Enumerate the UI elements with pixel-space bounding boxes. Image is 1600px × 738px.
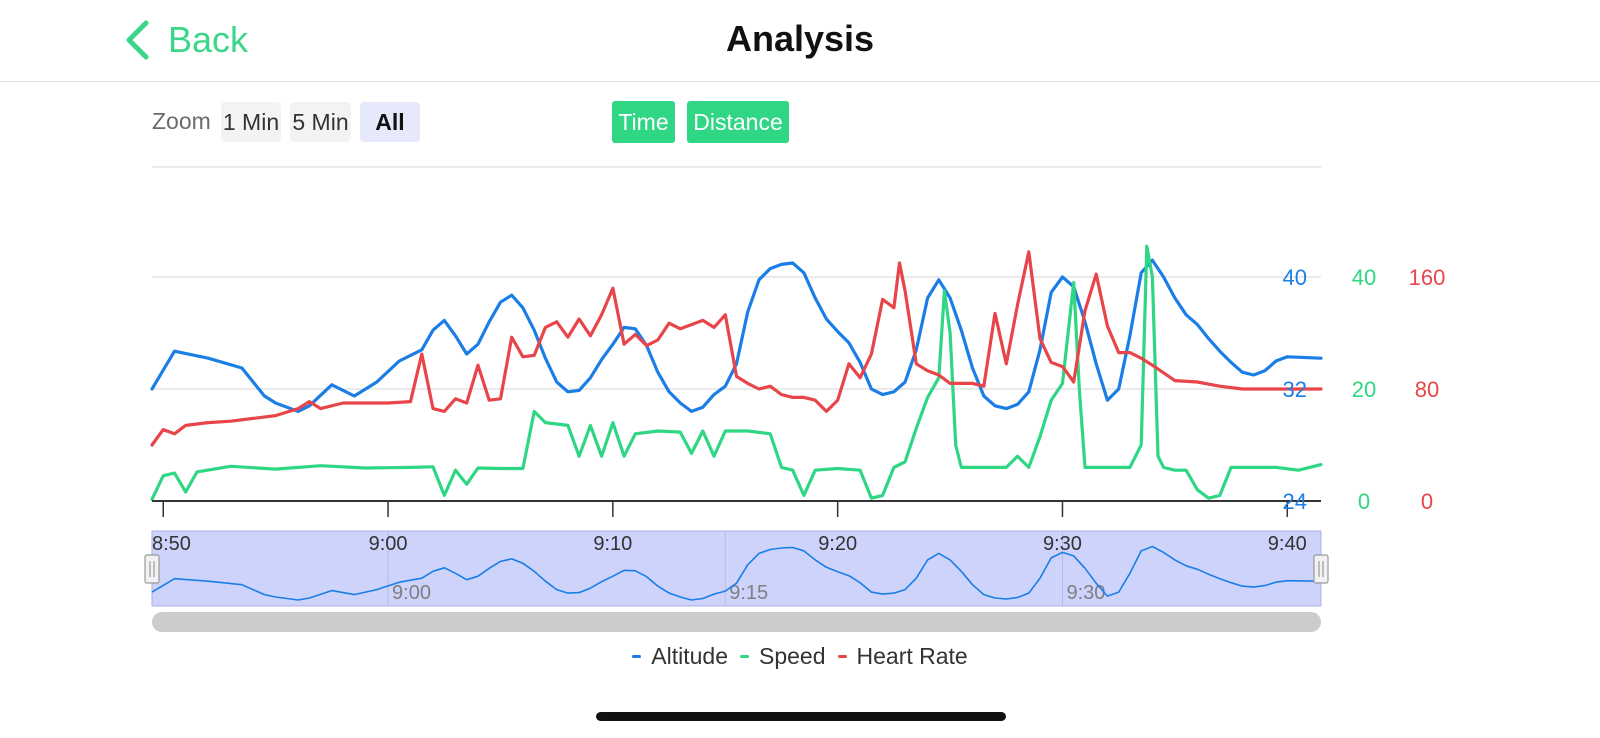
y-tick-label: 20 (1352, 377, 1376, 402)
legend-marker-heart-rate (837, 655, 847, 658)
x-tick-label: 9:20 (818, 533, 857, 555)
x-axis (152, 500, 1321, 517)
series-line-altitude (150, 258, 1323, 413)
legend-item-altitude[interactable]: Altitude (632, 643, 728, 670)
back-label: Back (168, 19, 249, 60)
chevron-left-icon (126, 20, 149, 60)
x-tick-label: 9:40 (1268, 533, 1307, 555)
y-tick-label: 0 (1358, 489, 1370, 514)
handle-grip (1313, 554, 1329, 584)
navigator-scrollbar[interactable] (152, 612, 1321, 632)
series-line-speed (150, 244, 1323, 501)
legend-marker-speed (739, 655, 749, 658)
navigator-tick-label: 9:00 (392, 582, 431, 604)
x-tick-label: 8:50 (152, 533, 191, 555)
legend-item-speed[interactable]: Speed (739, 643, 826, 670)
x-tick-label: 9:00 (369, 533, 408, 555)
chart-grid (152, 166, 1321, 390)
handle-grip (144, 554, 160, 584)
zoom-label: Zoom (152, 108, 211, 134)
navigator-tick-label: 9:30 (1066, 582, 1105, 604)
distance-axis-button[interactable]: Distance (687, 101, 789, 143)
y-tick-label: 24 (1283, 489, 1307, 514)
legend-label-altitude: Altitude (651, 643, 728, 669)
y-tick-label: 80 (1415, 377, 1439, 402)
y-tick-label: 160 (1409, 265, 1446, 290)
y-tick-label: 40 (1283, 265, 1307, 290)
navigation-bar: Back Analysis (0, 0, 1600, 82)
legend-marker-altitude (632, 655, 642, 658)
legend-item-heart-rate[interactable]: Heart Rate (837, 643, 968, 670)
navigator-altitude-line (151, 545, 1322, 601)
y-tick-label: 40 (1352, 265, 1376, 290)
home-indicator (596, 712, 1006, 721)
zoom-all-button[interactable]: All (360, 102, 420, 142)
series-lines (150, 244, 1323, 501)
range-navigator: 9:00 9:15 9:30 8:50 9:00 9:10 9:20 9:30 9:40 (144, 530, 1329, 607)
back-button[interactable]: Back (124, 16, 248, 64)
zoom-1min-button[interactable]: 1 Min (221, 102, 281, 142)
y-tick-label: 32 (1283, 377, 1307, 402)
legend-label-heart-rate: Heart Rate (856, 643, 968, 669)
x-tick-label: 9:30 (1043, 533, 1082, 555)
series-line-heart-rate (150, 250, 1323, 447)
zoom-5min-button[interactable]: 5 Min (290, 102, 351, 142)
navigator-left-handle[interactable] (144, 554, 160, 584)
time-axis-button[interactable]: Time (612, 101, 675, 143)
x-tick-label: 9:10 (593, 533, 632, 555)
legend-label-speed: Speed (758, 643, 826, 669)
page-title: Analysis (725, 18, 875, 59)
navigator-tick-label: 9:15 (729, 582, 768, 604)
chart-legend: Altitude Speed Heart Rate (0, 643, 1600, 670)
analysis-chart: 24 32 40 0 20 40 0 80 160 9:00 9:15 9:30 8:50 9:00 9:1… (144, 166, 1446, 632)
navigator-right-handle[interactable] (1313, 554, 1329, 584)
y-axis-labels: 24 32 40 0 20 40 0 80 160 (1283, 265, 1446, 514)
y-tick-label: 0 (1421, 489, 1433, 514)
